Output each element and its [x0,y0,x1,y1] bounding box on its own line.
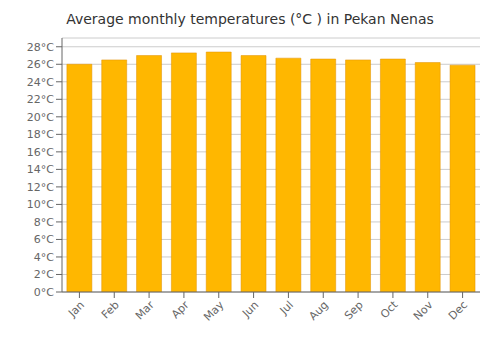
html-text:Average monthly temperatures (: Average monthly temperatures (°C ) in Pe… [66,11,434,27]
svg-text:0°C: 0°C [34,286,54,299]
svg-text:20°C: 20°C [27,111,54,124]
svg-text:4°C: 4°C [34,251,54,264]
svg-text:2°C: 2°C [34,268,54,281]
svg-text:Jul: Jul [277,298,296,317]
svg-text:Feb: Feb [99,298,122,321]
svg-text:26°C: 26°C [27,58,54,71]
svg-text:8°C: 8°C [34,216,54,229]
svg-text:Nov: Nov [411,298,436,323]
svg-text:Aug: Aug [307,298,331,322]
svg-text:12°C: 12°C [27,181,54,194]
svg-text:Jan: Jan [65,298,87,320]
svg-text:10°C: 10°C [27,198,54,211]
svg-text:18°C: 18°C [27,128,54,141]
svg-text:Oct: Oct [378,298,401,321]
svg-text:Jun: Jun [239,298,261,320]
svg-text:24°C: 24°C [27,76,54,89]
svg-text:14°C: 14°C [27,163,54,176]
svg-text:28°C: 28°C [27,41,54,54]
svg-text:22°C: 22°C [27,93,54,106]
svg-text:Apr: Apr [169,298,192,321]
svg-text:Dec: Dec [446,298,470,322]
svg-text:16°C: 16°C [27,146,54,159]
svg-text:May: May [201,298,227,324]
svg-text:Mar: Mar [133,298,157,322]
svg-text:Sep: Sep [342,298,366,322]
svg-text:6°C: 6°C [34,233,54,246]
